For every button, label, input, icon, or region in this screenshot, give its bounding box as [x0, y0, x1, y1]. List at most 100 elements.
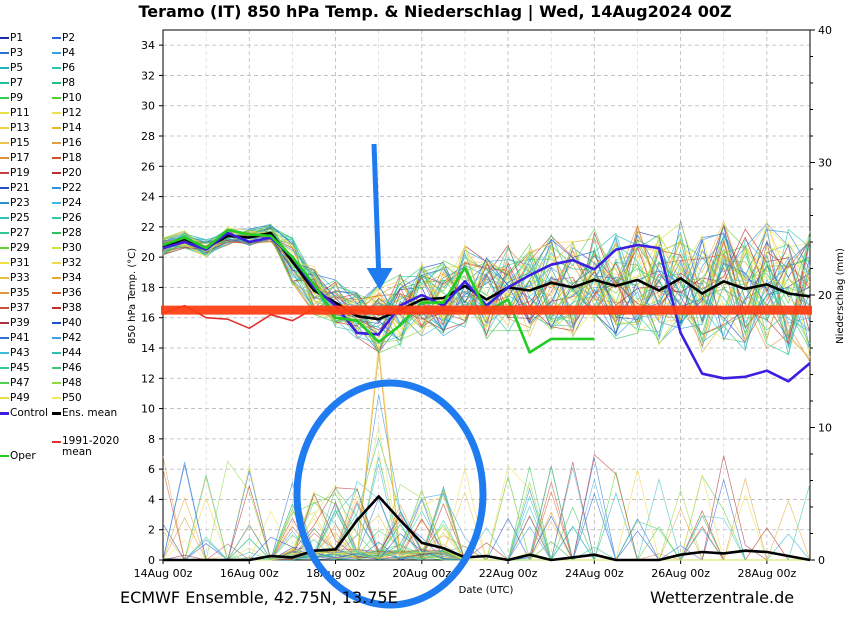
legend-swatch [0, 37, 9, 39]
legend-swatch [0, 157, 9, 159]
legend-item: P22 [52, 182, 82, 194]
legend-swatch [52, 187, 61, 189]
member-temp-line [162, 226, 811, 346]
legend-item: P50 [52, 392, 82, 404]
legend-swatch [0, 455, 9, 457]
legend-swatch [0, 367, 9, 369]
y-tick-label-left: 32 [141, 69, 155, 82]
legend-swatch [0, 247, 9, 249]
legend-swatch [0, 292, 9, 294]
legend-item: P17 [0, 152, 30, 164]
series-line-ens-mean-precipitation [163, 495, 811, 562]
y-tick-label-left: 34 [141, 39, 155, 52]
legend-swatch [0, 262, 9, 264]
legend-label: P1 [10, 32, 24, 44]
legend-item: P15 [0, 137, 30, 149]
legend-item: P25 [0, 212, 30, 224]
legend-label: P21 [10, 182, 30, 194]
legend-swatch [52, 411, 61, 415]
y-tick-label-right: 0 [818, 554, 825, 567]
legend-label: P35 [10, 287, 30, 299]
x-tick-label: 26Aug 00z [651, 567, 710, 580]
legend-label: P48 [62, 377, 82, 389]
x-tick-label: 20Aug 00z [392, 567, 451, 580]
legend-swatch [52, 37, 61, 39]
legend-swatch [52, 277, 61, 279]
legend-swatch [0, 337, 9, 339]
legend-swatch [0, 202, 9, 204]
legend-label: P6 [62, 62, 76, 74]
legend-label: P44 [62, 347, 82, 359]
legend-label: P29 [10, 242, 30, 254]
series-line-ens-mean [162, 231, 811, 321]
legend-label: P42 [62, 332, 82, 344]
legend-item: P23 [0, 197, 30, 209]
legend-item: P27 [0, 227, 30, 239]
legend-swatch [0, 82, 9, 84]
legend-item: P7 [0, 77, 23, 89]
y-tick-label-left: 4 [148, 493, 155, 506]
y-tick-label-right: 20 [818, 289, 832, 302]
legend-swatch [0, 307, 9, 309]
legend-swatch [52, 292, 61, 294]
legend-item: P45 [0, 362, 30, 374]
legend-label: P10 [62, 92, 82, 104]
legend-label: P50 [62, 392, 82, 404]
legend-item: P14 [52, 122, 82, 134]
legend-label: P36 [62, 287, 82, 299]
member-precip-line [162, 452, 810, 561]
legend-label: Oper [10, 450, 36, 462]
x-tick-label: 16Aug 00z [220, 567, 279, 580]
legend-item: P21 [0, 182, 30, 194]
legend-label: P33 [10, 272, 30, 284]
legend-swatch [0, 127, 9, 129]
x-tick-label: 28Aug 00z [737, 567, 796, 580]
legend-label: P39 [10, 317, 30, 329]
legend-label: P18 [62, 152, 82, 164]
legend-label: P16 [62, 137, 82, 149]
member-precip-line [163, 478, 810, 561]
y-axis-right-label: Niederschlag (mm) [835, 248, 846, 344]
legend-label: P46 [62, 362, 82, 374]
y-tick-label-left: 6 [148, 463, 155, 476]
y-axis-left-label: 850 hPa Temp. (°C) [127, 248, 138, 344]
legend-item: P29 [0, 242, 30, 254]
y-tick-label-left: 22 [141, 221, 155, 234]
member-temp-line [162, 226, 811, 350]
legend-label: P22 [62, 182, 82, 194]
legend-label: Ens. mean [62, 407, 118, 419]
legend-label: P4 [62, 47, 76, 59]
y-tick-label-right: 30 [818, 157, 832, 170]
legend-swatch [52, 142, 61, 144]
legend-item: P1 [0, 32, 23, 44]
legend-label: P23 [10, 197, 30, 209]
x-axis-label: Date (UTC) [459, 585, 514, 596]
legend-label: P38 [62, 302, 82, 314]
legend-item: P19 [0, 167, 30, 179]
legend-swatch [0, 52, 9, 54]
legend-label: P32 [62, 257, 82, 269]
y-tick-label-left: 2 [148, 524, 155, 537]
legend-item: P34 [52, 272, 82, 284]
legend-item: P10 [52, 92, 82, 104]
y-tick-label-left: 10 [141, 403, 155, 416]
legend-swatch [52, 112, 61, 114]
legend-label: P19 [10, 167, 30, 179]
axes: 0246810121416182022242628303234010203040… [134, 24, 832, 580]
legend-label: P47 [10, 377, 30, 389]
legend-swatch [0, 142, 9, 144]
y-tick-label-left: 20 [141, 251, 155, 264]
legend-item: P42 [52, 332, 82, 344]
legend-label: P2 [62, 32, 76, 44]
member-precip-line [162, 350, 810, 561]
legend-label: P17 [10, 152, 30, 164]
legend-item: P35 [0, 287, 30, 299]
legend-item: P2 [52, 32, 75, 44]
arrow-head [366, 268, 393, 290]
legend-swatch [0, 397, 9, 399]
legend-item: P13 [0, 122, 30, 134]
legend-item: Ens. mean [52, 407, 117, 419]
legend-item: P9 [0, 92, 23, 104]
legend-label: P28 [62, 227, 82, 239]
legend-item: P5 [0, 62, 23, 74]
